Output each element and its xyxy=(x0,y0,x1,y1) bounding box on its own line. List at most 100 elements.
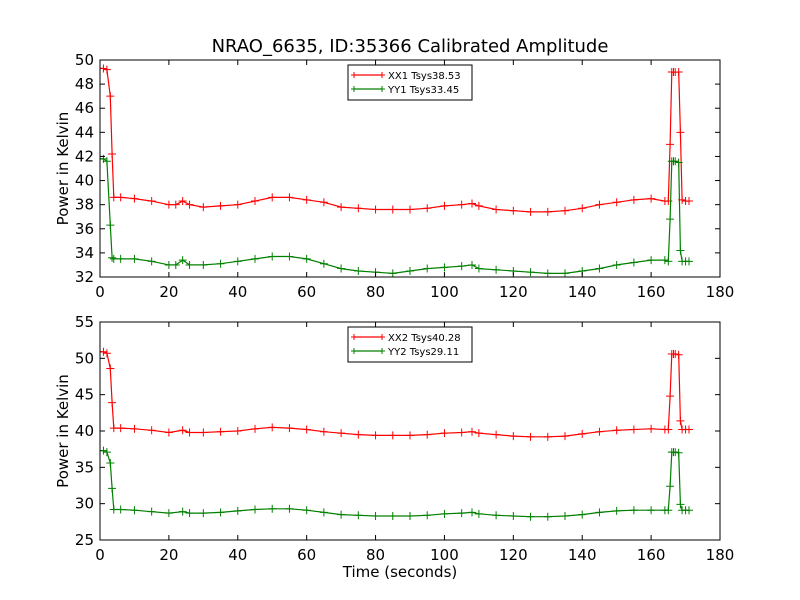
data-point xyxy=(109,505,118,514)
data-point xyxy=(130,254,139,263)
x-tick-label: 160 xyxy=(637,546,666,564)
data-point xyxy=(666,215,675,224)
data-point xyxy=(233,427,242,435)
y-tick-label: 25 xyxy=(75,531,94,549)
data-point xyxy=(647,506,656,515)
y-tick-label: 44 xyxy=(75,123,94,141)
data-point xyxy=(178,426,187,435)
data-point xyxy=(106,92,115,101)
x-tick-label: 20 xyxy=(159,546,178,564)
data-point xyxy=(676,246,685,255)
data-point xyxy=(664,506,673,515)
series-line xyxy=(100,351,689,438)
data-point xyxy=(337,203,346,212)
legend-marker xyxy=(351,86,357,92)
legend-label: XX1 Tsys38.53 xyxy=(388,71,461,82)
data-point xyxy=(102,448,111,457)
data-point xyxy=(440,201,449,210)
y-tick-label: 50 xyxy=(75,51,94,69)
series-1-2 xyxy=(100,154,693,277)
data-point xyxy=(612,506,621,515)
data-point xyxy=(543,207,552,216)
data-point xyxy=(199,428,208,437)
data-point xyxy=(147,426,156,435)
legend-marker xyxy=(351,334,357,340)
data-point xyxy=(130,424,139,433)
data-point xyxy=(233,506,242,515)
data-point xyxy=(595,508,604,517)
y-tick-label: 38 xyxy=(75,196,94,214)
data-point xyxy=(647,424,656,433)
x-tick-label: 60 xyxy=(297,283,316,301)
data-point xyxy=(664,425,673,434)
data-point xyxy=(423,430,432,439)
series-1-1 xyxy=(100,64,693,216)
data-point xyxy=(199,509,208,518)
data-point xyxy=(164,428,173,437)
y-tick-label: 35 xyxy=(75,458,94,476)
chart-panel-1: 0 20 40 60 80 100 120 140 160 180 32 34 36 38 40 42 44 46… xyxy=(54,51,734,301)
data-point xyxy=(674,158,683,167)
x-tick-label: 0 xyxy=(95,283,105,301)
data-point xyxy=(178,256,187,265)
data-point xyxy=(116,254,125,263)
data-point xyxy=(302,425,311,434)
data-point xyxy=(116,505,125,514)
data-point xyxy=(685,257,693,266)
data-point xyxy=(108,398,117,407)
data-point xyxy=(337,264,346,273)
y-tick-label: 36 xyxy=(75,220,94,238)
data-point xyxy=(509,206,518,215)
data-point xyxy=(468,508,476,517)
data-point xyxy=(526,432,535,441)
x-tick-label: 40 xyxy=(228,283,247,301)
data-point xyxy=(468,427,476,436)
data-point xyxy=(108,150,117,159)
data-point xyxy=(337,510,346,519)
data-point xyxy=(285,504,294,513)
data-point xyxy=(666,482,675,491)
chart-panel-2: 0 20 40 60 80 100 120 140 160 180 25 30 35 40 45 50 55 Po… xyxy=(54,313,734,581)
data-point xyxy=(474,429,483,438)
legend-marker xyxy=(379,348,385,354)
data-point xyxy=(685,506,693,515)
data-point xyxy=(492,265,501,274)
data-point xyxy=(164,509,173,518)
data-point xyxy=(423,511,432,520)
data-point xyxy=(674,68,683,77)
y-tick-label: 42 xyxy=(75,147,94,165)
data-point xyxy=(233,200,242,209)
data-point xyxy=(578,204,587,213)
legend-box xyxy=(347,64,473,101)
x-tick-label: 60 xyxy=(297,546,316,564)
legend-marker xyxy=(379,86,385,92)
data-point xyxy=(671,448,680,457)
data-point xyxy=(147,507,156,516)
x-tick-label: 180 xyxy=(706,546,735,564)
data-point xyxy=(171,260,180,269)
data-point xyxy=(388,512,397,521)
data-point xyxy=(388,205,397,214)
data-point xyxy=(100,64,108,73)
data-point xyxy=(457,428,466,437)
data-point xyxy=(268,252,277,261)
data-point xyxy=(676,128,685,137)
series-line xyxy=(100,158,689,275)
series-2-2 xyxy=(100,446,693,521)
data-point xyxy=(543,269,552,277)
data-point xyxy=(492,511,501,520)
data-point xyxy=(468,260,476,269)
series-line xyxy=(100,450,689,518)
data-point xyxy=(674,448,683,457)
data-point xyxy=(302,506,311,515)
data-point xyxy=(474,264,483,273)
data-point xyxy=(543,512,552,521)
data-point xyxy=(268,193,277,202)
data-point xyxy=(612,426,621,435)
legend-label: YY1 Tsys33.45 xyxy=(387,85,459,96)
data-point xyxy=(474,201,483,210)
data-point xyxy=(319,198,328,207)
x-axis-label: Time (seconds) xyxy=(342,563,458,581)
data-point xyxy=(371,205,380,214)
data-point xyxy=(102,349,111,358)
